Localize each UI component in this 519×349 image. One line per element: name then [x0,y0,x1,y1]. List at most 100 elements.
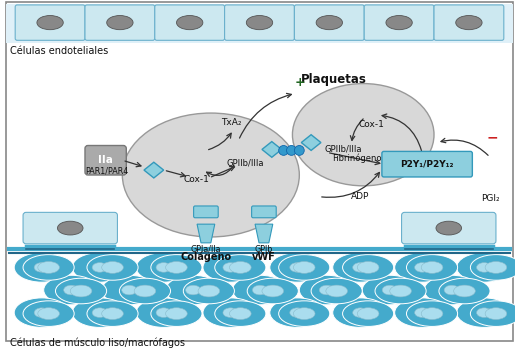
FancyBboxPatch shape [155,5,225,40]
Ellipse shape [166,275,221,305]
Ellipse shape [406,255,458,280]
Text: −: − [486,131,498,144]
Ellipse shape [421,261,443,273]
Ellipse shape [476,263,491,272]
Ellipse shape [247,16,272,30]
Ellipse shape [386,16,412,30]
Ellipse shape [58,221,83,235]
Ellipse shape [23,301,74,326]
Ellipse shape [319,285,334,295]
FancyBboxPatch shape [382,151,472,177]
Text: Células endoteliales: Células endoteliales [10,46,108,56]
Ellipse shape [292,83,434,186]
Ellipse shape [186,285,201,295]
FancyBboxPatch shape [225,5,294,40]
Ellipse shape [293,308,315,320]
Ellipse shape [64,285,79,295]
FancyBboxPatch shape [85,5,155,40]
FancyBboxPatch shape [85,146,126,175]
Ellipse shape [156,263,171,272]
FancyBboxPatch shape [364,5,434,40]
FancyBboxPatch shape [294,5,364,40]
Ellipse shape [343,255,394,280]
Ellipse shape [262,285,283,297]
Ellipse shape [183,278,235,304]
Text: GPIb: GPIb [255,245,273,254]
Ellipse shape [470,255,519,280]
Ellipse shape [215,255,266,280]
Polygon shape [302,135,321,150]
Ellipse shape [279,301,330,326]
Polygon shape [255,224,273,243]
Text: Colágeno: Colágeno [181,252,231,262]
Ellipse shape [38,261,60,273]
Ellipse shape [23,255,74,280]
Ellipse shape [394,253,450,282]
Ellipse shape [326,285,348,297]
Ellipse shape [107,16,133,30]
Ellipse shape [151,255,202,280]
Polygon shape [262,142,282,157]
Ellipse shape [215,301,266,326]
Ellipse shape [457,253,512,282]
Ellipse shape [156,308,171,318]
Text: Plaquetas: Plaquetas [302,73,367,86]
Ellipse shape [72,298,127,327]
Text: GPIIb/IIIa: GPIIb/IIIa [226,159,264,168]
Text: Fibrinógeno: Fibrinógeno [332,154,381,163]
Ellipse shape [119,278,171,304]
Text: ADP: ADP [350,192,369,201]
Ellipse shape [382,285,398,295]
Ellipse shape [37,16,63,30]
Ellipse shape [415,308,430,318]
Ellipse shape [151,301,202,326]
FancyBboxPatch shape [434,5,504,40]
Ellipse shape [223,263,238,272]
Ellipse shape [87,255,138,280]
Ellipse shape [299,275,354,305]
Text: TxA₂: TxA₂ [221,118,241,127]
Ellipse shape [454,285,475,297]
Ellipse shape [56,278,106,304]
Text: IIa: IIa [98,155,113,165]
Ellipse shape [390,285,412,297]
Ellipse shape [87,301,138,326]
Ellipse shape [72,253,127,282]
Ellipse shape [198,285,220,297]
Ellipse shape [357,261,379,273]
Ellipse shape [38,308,60,320]
Polygon shape [144,162,163,178]
Ellipse shape [290,263,305,272]
Ellipse shape [203,253,258,282]
Text: +: + [295,76,306,89]
Ellipse shape [394,298,450,327]
Ellipse shape [136,253,191,282]
Bar [6,4,513,43]
Ellipse shape [233,275,288,305]
Ellipse shape [436,221,461,235]
Ellipse shape [166,261,187,273]
Ellipse shape [229,261,251,273]
Ellipse shape [176,16,203,30]
Ellipse shape [457,298,512,327]
Ellipse shape [357,308,379,320]
Ellipse shape [14,253,69,282]
FancyBboxPatch shape [23,212,117,244]
Text: PGI₂: PGI₂ [481,194,499,203]
Ellipse shape [102,261,124,273]
Ellipse shape [136,298,191,327]
Ellipse shape [415,263,430,272]
Ellipse shape [406,301,458,326]
Text: vWF: vWF [252,252,276,262]
Text: PAR1/PAR4: PAR1/PAR4 [85,166,128,176]
Ellipse shape [333,298,388,327]
Ellipse shape [134,285,156,297]
Circle shape [279,146,289,155]
Text: GPIIb/IIIa: GPIIb/IIIa [325,145,362,154]
Ellipse shape [92,308,107,318]
Ellipse shape [456,16,482,30]
Ellipse shape [290,308,305,318]
Ellipse shape [476,308,491,318]
Ellipse shape [353,308,368,318]
Ellipse shape [44,275,99,305]
